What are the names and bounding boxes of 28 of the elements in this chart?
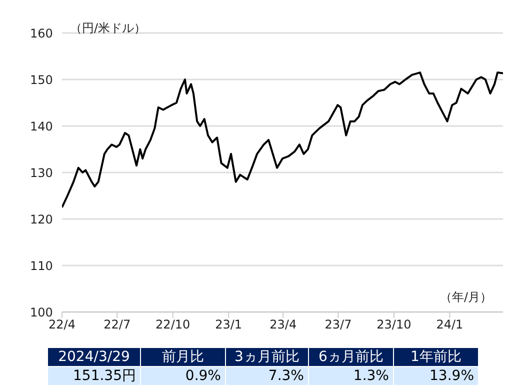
- text: 6ヵ月前比: [309, 348, 393, 366]
- text: 2024/3/29: [48, 348, 140, 366]
- text: 151.35円: [48, 367, 140, 385]
- x-tick-label: 23/7: [324, 318, 352, 332]
- x-axis-title: （年/月）: [440, 289, 492, 306]
- y-tick-label: 160: [30, 26, 53, 40]
- y-tick-label: 100: [30, 305, 53, 320]
- x-tick-label: 23/1: [215, 318, 242, 332]
- y-tick-label: 140: [30, 119, 53, 134]
- y-tick-label: 120: [30, 212, 53, 226]
- y-tick-label: 150: [30, 72, 53, 87]
- x-tick-label: 22/4: [48, 318, 76, 332]
- text: 前月比: [141, 348, 225, 366]
- text: 1.3%: [309, 367, 393, 385]
- line-series: [62, 72, 503, 208]
- text: 1年前比: [394, 348, 478, 366]
- text: 0.9%: [141, 367, 225, 385]
- x-tick-label: 22/10: [156, 318, 190, 332]
- x-tick-label: 23/10: [376, 318, 412, 332]
- x-tick-label: 24/1: [436, 318, 464, 332]
- y-tick-label: 130: [30, 166, 53, 180]
- text: 7.3%: [226, 367, 308, 385]
- text: 13.9%: [394, 367, 478, 385]
- x-tick-label: 22/7: [104, 318, 131, 332]
- text: 3ヵ月前比: [226, 348, 308, 366]
- y-tick-label: 110: [30, 258, 53, 273]
- x-tick-label: 23/4: [270, 318, 297, 332]
- y-axis-title: （円/米ドル）: [70, 20, 146, 37]
